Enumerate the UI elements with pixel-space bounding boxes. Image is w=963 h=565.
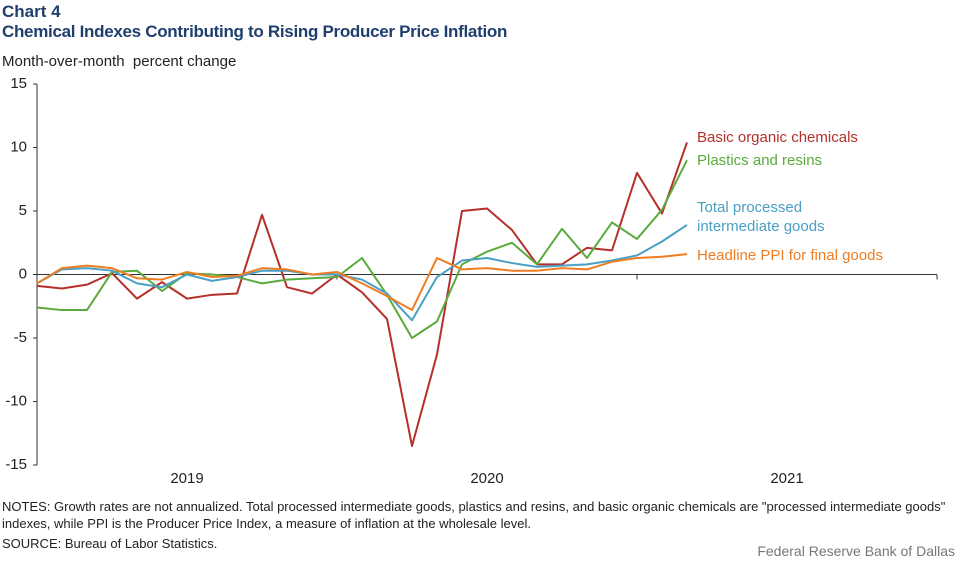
x-tick-label: 2019 — [170, 470, 203, 487]
chart-subtitle: Chemical Indexes Contributing to Rising … — [2, 22, 508, 41]
y-tick-label: 0 — [19, 265, 27, 282]
y-tick-label: 10 — [10, 138, 27, 155]
line-series — [36, 142, 688, 447]
x-tick-label: 2021 — [770, 470, 803, 487]
source: SOURCE: Bureau of Labor Statistics. — [2, 536, 218, 551]
y-tick-label: 5 — [19, 202, 27, 219]
credit: Federal Reserve Bank of Dallas — [757, 543, 955, 559]
x-tick-label: 2020 — [470, 470, 503, 487]
legend-label: Basic organic chemicals — [697, 129, 858, 146]
y-tick-label: 15 — [10, 75, 27, 92]
line-series — [36, 159, 688, 339]
chart-title: Chart 4 — [2, 2, 61, 21]
y-axis-label: Month-over-month percent change — [2, 53, 237, 70]
legend-label: Headline PPI for final goods — [697, 247, 883, 264]
legend-label: Plastics and resins — [697, 152, 823, 169]
line-series — [36, 253, 688, 312]
y-tick-label: -15 — [5, 456, 27, 473]
y-tick-label: -10 — [5, 392, 27, 409]
y-tick-label: -5 — [14, 329, 27, 346]
line-series — [36, 224, 688, 322]
legend-label: Total processed intermediate goods — [697, 199, 825, 235]
notes: NOTES: Growth rates are not annualized. … — [2, 499, 946, 531]
